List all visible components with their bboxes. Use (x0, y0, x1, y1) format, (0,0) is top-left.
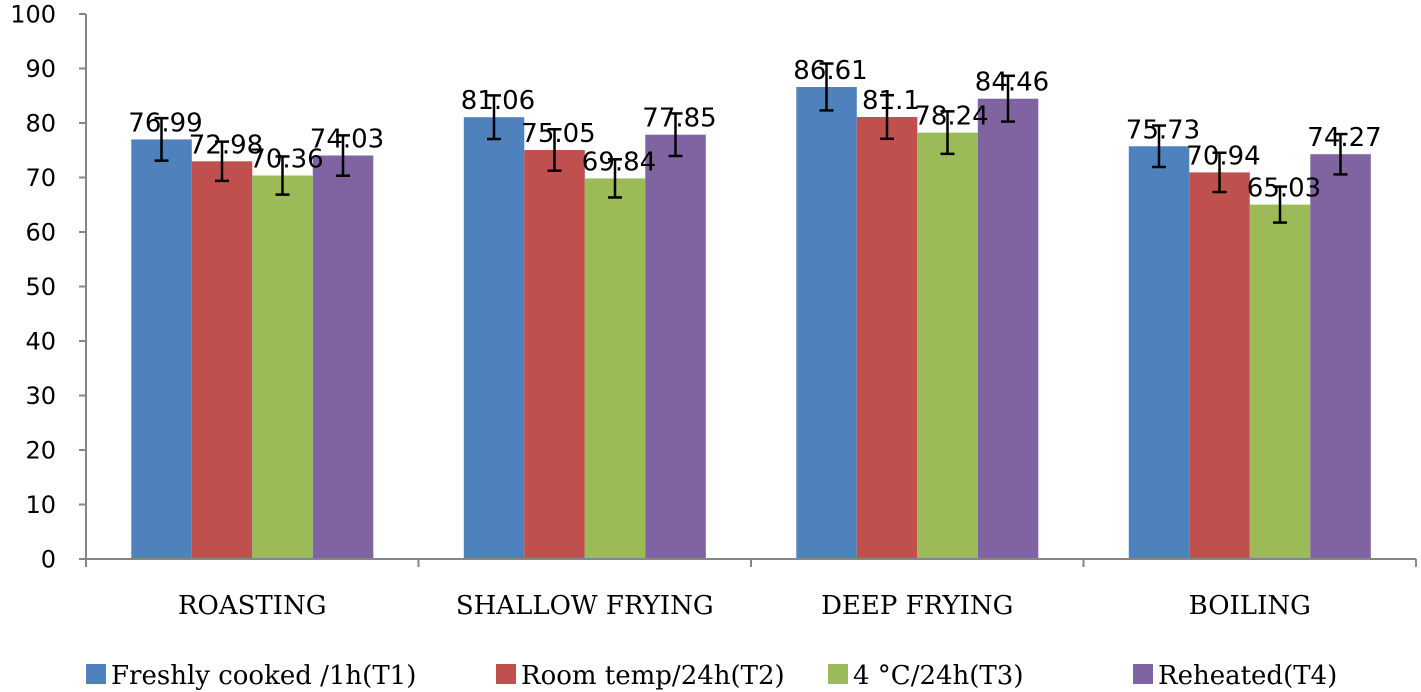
bar-shallow-frying-t4 (645, 134, 706, 559)
x-category-label: ROASTING (178, 591, 327, 621)
error-bar (1273, 185, 1287, 224)
bar-boiling-t4 (1310, 154, 1371, 559)
legend-item-t4: Reheated(T4) (1133, 661, 1337, 691)
error-bar (608, 158, 622, 199)
bar-shallow-frying-t3 (584, 178, 646, 559)
data-label: 75.73 (1126, 115, 1200, 145)
bar-boiling-t2 (1189, 172, 1250, 559)
bar-roasting-t2 (191, 161, 253, 560)
bar-roasting-t1 (131, 139, 192, 559)
legend-label: Room temp/24h(T2) (521, 661, 785, 691)
bar-roasting-t3 (252, 175, 313, 559)
y-tick-label: 100 (10, 1, 56, 29)
bar-shallow-frying-t1 (463, 117, 525, 559)
error-bar (1152, 124, 1166, 169)
legend-swatch (496, 664, 516, 684)
legend-swatch (1133, 664, 1153, 684)
error-bar (1333, 132, 1348, 176)
legend-item-t1: Freshly cooked /1h(T1) (86, 661, 416, 691)
legend-item-t3: 4 °C/24h(T3) (828, 661, 1023, 691)
y-tick-label: 70 (25, 164, 56, 192)
data-labels-layer: 76.99 81.06 86.61 75.73 72.98 75.05 81.1 70.94 7… (128, 56, 1381, 204)
y-tick-label: 10 (25, 491, 56, 519)
bars-layer (131, 87, 1371, 560)
error-bar (547, 128, 562, 172)
error-bar (154, 116, 169, 162)
data-label: 77.85 (642, 104, 716, 134)
data-label: 75.05 (521, 119, 595, 149)
y-tick-label: 30 (25, 382, 56, 410)
bar-roasting-t4 (312, 155, 374, 559)
legend-label: Freshly cooked /1h(T1) (111, 661, 416, 691)
legend-label: 4 °C/24h(T3) (853, 661, 1023, 691)
y-tick-label: 60 (25, 219, 56, 247)
y-tick-label: 50 (25, 273, 56, 301)
error-bar (668, 112, 683, 158)
x-category-label: SHALLOW FRYING (456, 591, 714, 621)
error-bar (880, 93, 894, 141)
error-bar (1212, 151, 1227, 194)
error-bar (215, 140, 229, 183)
data-label: 69.84 (582, 147, 656, 177)
data-label: 65.03 (1247, 174, 1321, 204)
data-label: 81.1 (862, 86, 920, 116)
data-label: 84.46 (975, 68, 1049, 98)
legend: Freshly cooked /1h(T1) Room temp/24h(T2) 4… (86, 661, 1337, 691)
bar-deep-frying-t1 (796, 87, 857, 559)
bar-boiling-t1 (1128, 146, 1190, 560)
axes-layer: 0 10 20 30 40 50 60 70 80 90 100 ROASTING SHALLOW FR… (10, 1, 1417, 621)
y-tick-label: 20 (25, 437, 56, 465)
error-bar (819, 62, 834, 112)
bar-deep-frying-t3 (917, 132, 978, 559)
error-bar (940, 110, 955, 156)
error-bars-layer (154, 62, 1348, 224)
legend-item-t2: Room temp/24h(T2) (496, 661, 785, 691)
data-label: 78.24 (914, 102, 988, 132)
data-label: 74.03 (310, 125, 384, 155)
data-label: 70.36 (249, 145, 323, 175)
y-tick-label: 90 (25, 55, 56, 83)
data-label: 81.06 (461, 86, 535, 116)
bar-shallow-frying-t2 (524, 150, 585, 559)
bar-deep-frying-t2 (856, 117, 918, 559)
y-tick-label: 80 (25, 110, 56, 138)
legend-label: Reheated(T4) (1158, 661, 1337, 691)
x-category-label: DEEP FRYING (821, 591, 1013, 621)
legend-swatch (86, 664, 106, 684)
error-bar (336, 134, 350, 177)
error-bar (487, 94, 501, 141)
data-label: 74.27 (1307, 123, 1381, 153)
y-tick-label: 0 (41, 546, 56, 574)
x-category-label: BOILING (1189, 591, 1311, 621)
data-label: 70.94 (1186, 141, 1260, 171)
bar-boiling-t3 (1249, 204, 1311, 559)
legend-swatch (828, 664, 848, 684)
data-label: 76.99 (128, 108, 202, 138)
error-bar (275, 155, 290, 196)
data-label: 72.98 (189, 130, 263, 160)
error-bar (1001, 74, 1015, 123)
data-label: 86.61 (793, 56, 867, 86)
bar-deep-frying-t4 (977, 98, 1039, 559)
y-tick-label: 40 (25, 328, 56, 356)
